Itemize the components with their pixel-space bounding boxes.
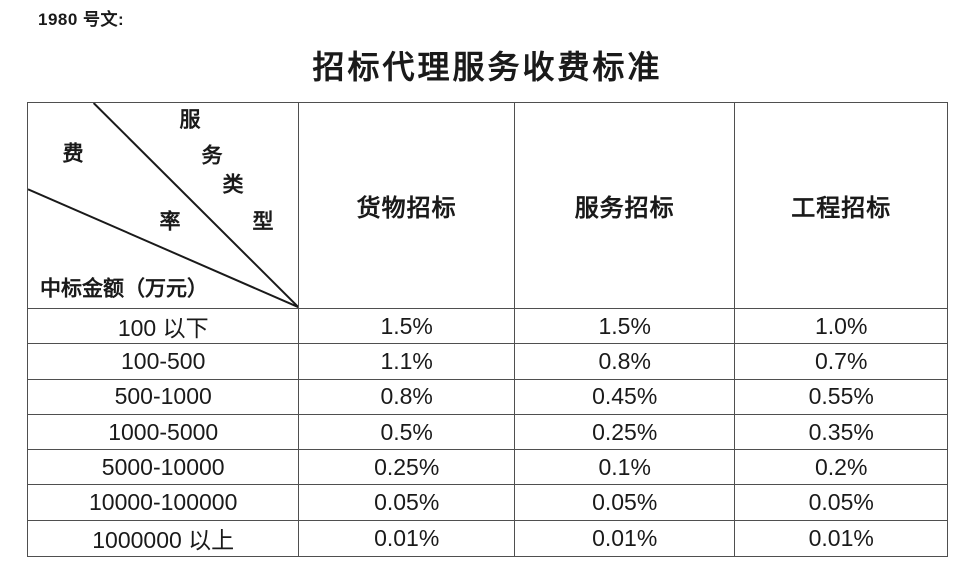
rate-cell: 0.01% bbox=[515, 520, 736, 556]
rate-cell: 0.01% bbox=[735, 521, 947, 556]
amount-cell: 1000000 以上 bbox=[28, 520, 300, 556]
amount-cell: 500-1000 bbox=[28, 379, 300, 415]
rate-cell: 0.5% bbox=[299, 414, 515, 451]
corner-cell: 费 率 服 务 类 型 中标金额（万元） bbox=[28, 103, 300, 310]
rate-cell: 1.5% bbox=[299, 309, 515, 345]
rate-cell: 1.1% bbox=[299, 344, 515, 380]
column-header-works: 工程招标 bbox=[735, 103, 947, 310]
corner-char-service-2: 务 bbox=[201, 143, 223, 168]
rate-text: 1.5% bbox=[380, 312, 433, 339]
rate-cell: 0.8% bbox=[514, 344, 736, 380]
doc-ref: 1980 号文: bbox=[38, 10, 125, 29]
rate-cell: 0.05% bbox=[735, 485, 947, 521]
rate-cell: 0.8% bbox=[299, 379, 515, 415]
rate-cell: 0.05% bbox=[514, 485, 736, 521]
rate-text: 0.01% bbox=[374, 524, 440, 551]
amount-text: 100-500 bbox=[120, 348, 206, 375]
rate-text: 1.5% bbox=[598, 312, 651, 339]
rate-cell: 0.25% bbox=[299, 450, 515, 486]
rate-cell: 0.45% bbox=[514, 379, 736, 415]
column-header-goods: 货物招标 bbox=[299, 103, 515, 310]
amount-text: 100 以下 bbox=[117, 315, 209, 342]
rate-text: 0.25% bbox=[592, 418, 658, 445]
corner-char-service-1: 服 bbox=[179, 107, 201, 132]
rate-text: 0.05% bbox=[808, 489, 874, 516]
column-header-works-label: 工程招标 bbox=[791, 196, 892, 223]
rate-cell: 0.01% bbox=[299, 520, 515, 556]
rate-cell: 1.5% bbox=[514, 309, 736, 345]
rate-cell: 0.25% bbox=[514, 414, 736, 451]
corner-char-service-4: 型 bbox=[252, 209, 274, 234]
amount-cell: 100-500 bbox=[28, 344, 300, 380]
rate-text: 0.05% bbox=[374, 489, 440, 516]
fee-table: 费 率 服 务 类 型 中标金额（万元） 货物招标 服务招标 工程招标 100 … bbox=[27, 102, 948, 557]
amount-cell: 10000-100000 bbox=[28, 485, 300, 521]
page-title: 招标代理服务收费标准 bbox=[312, 49, 663, 85]
rate-text: 0.55% bbox=[808, 383, 874, 410]
rate-text: 0.2% bbox=[815, 453, 868, 480]
amount-cell: 100 以下 bbox=[28, 309, 300, 345]
diagonal-lines bbox=[28, 103, 299, 309]
rate-cell: 0.2% bbox=[735, 450, 947, 486]
rate-cell: 1.0% bbox=[735, 309, 947, 345]
amount-text: 5000-10000 bbox=[101, 453, 225, 480]
column-header-goods-label: 货物招标 bbox=[356, 196, 457, 223]
rate-text: 1.0% bbox=[815, 312, 868, 339]
corner-char-fee: 费 bbox=[62, 141, 84, 166]
rate-cell: 0.7% bbox=[735, 344, 947, 380]
rate-cell: 0.05% bbox=[299, 485, 515, 521]
column-header-services: 服务招标 bbox=[514, 103, 736, 310]
rate-text: 0.1% bbox=[598, 453, 651, 480]
amount-cell: 1000-5000 bbox=[28, 414, 300, 451]
rate-text: 0.05% bbox=[592, 489, 658, 516]
amount-text: 1000-5000 bbox=[108, 418, 219, 445]
amount-text: 500-1000 bbox=[114, 383, 212, 410]
rate-text: 0.5% bbox=[380, 418, 433, 445]
rate-text: 0.8% bbox=[598, 348, 651, 375]
rate-cell: 0.35% bbox=[735, 415, 947, 451]
amount-text: 10000-100000 bbox=[89, 489, 238, 516]
amount-cell: 5000-10000 bbox=[28, 450, 300, 486]
rate-cell: 0.1% bbox=[514, 450, 736, 486]
rate-cell: 0.55% bbox=[735, 380, 947, 415]
amount-text: 1000000 以上 bbox=[92, 527, 235, 554]
amount-axis-label: 中标金额（万元） bbox=[40, 276, 208, 301]
rate-text: 0.35% bbox=[808, 418, 874, 445]
rate-text: 0.01% bbox=[808, 524, 874, 551]
rate-text: 0.45% bbox=[592, 383, 658, 410]
rate-text: 1.1% bbox=[380, 348, 433, 375]
rate-text: 0.7% bbox=[815, 348, 868, 375]
corner-char-service-3: 类 bbox=[222, 172, 244, 197]
rate-text: 0.01% bbox=[592, 524, 658, 551]
column-header-services-label: 服务招标 bbox=[574, 196, 675, 223]
diagonal-upper-line bbox=[92, 103, 299, 308]
diagonal-lower-line bbox=[28, 188, 299, 309]
corner-char-rate: 率 bbox=[159, 209, 181, 234]
rate-text: 0.25% bbox=[374, 453, 440, 480]
rate-text: 0.8% bbox=[380, 383, 433, 410]
